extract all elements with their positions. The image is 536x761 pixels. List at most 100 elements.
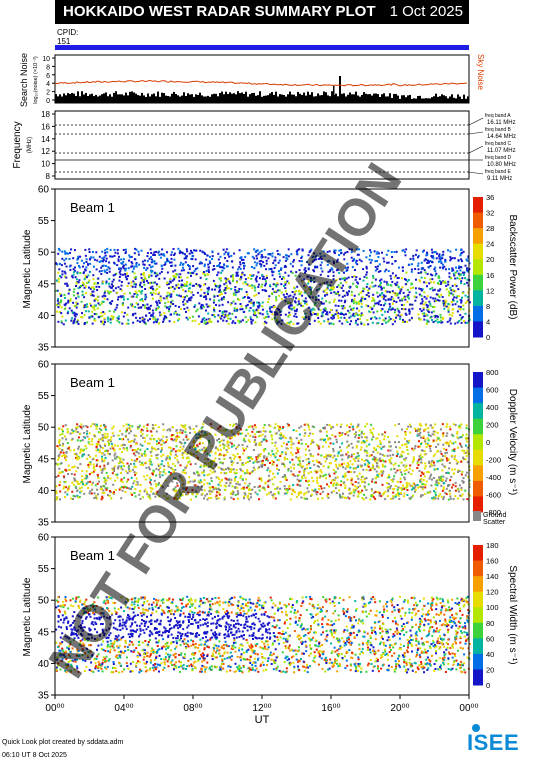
noise-bar	[467, 96, 469, 103]
colorbar-segment	[473, 403, 483, 420]
noise-bar	[237, 91, 239, 103]
noise-bar	[389, 93, 391, 103]
beam-label: Beam 1	[70, 200, 115, 215]
noise-bar	[395, 93, 397, 103]
noise-bar	[97, 96, 99, 103]
noise-bar	[447, 98, 449, 103]
colorbar-label: Spectral Width (m s⁻¹)	[507, 565, 518, 664]
noise-bar	[431, 97, 433, 103]
colorbar-segment	[473, 418, 483, 435]
frequency-band-name: freq band A	[485, 113, 511, 119]
colorbar-segment	[473, 387, 483, 404]
colorbar-tick-label: 100	[486, 603, 499, 612]
noise-bar	[193, 96, 195, 103]
colorbar-segment	[473, 434, 483, 451]
noise-bar	[305, 95, 307, 103]
colorbar-tick-label: 180	[486, 541, 499, 550]
noise-bar	[335, 93, 337, 103]
colorbar-segment	[473, 591, 483, 608]
colorbar-segment	[473, 449, 483, 466]
noise-bar	[411, 98, 413, 103]
lat-tick-label: 50	[38, 248, 50, 259]
frequency-band-value: 10.80 MHz	[487, 162, 516, 168]
noise-bar	[215, 93, 217, 103]
noise-bar	[101, 94, 103, 103]
noise-bar	[409, 94, 411, 103]
colorbar-tick-label: 160	[486, 557, 499, 566]
colorbar-segment	[473, 197, 483, 214]
noise-bar	[347, 94, 349, 103]
noise-bar	[61, 96, 63, 103]
panel-frame	[54, 363, 470, 523]
noise-bar	[137, 95, 139, 103]
lat-tick-label: 55	[38, 564, 50, 575]
noise-bar	[425, 98, 427, 103]
noise-bar	[143, 95, 145, 103]
noise-bar	[179, 96, 181, 103]
noise-bar	[207, 95, 209, 103]
noise-bar	[261, 96, 263, 103]
noise-bar	[111, 96, 113, 103]
noise-bar	[417, 96, 419, 103]
x-tick-label: 00⁰⁰	[45, 703, 64, 714]
noise-bar	[63, 93, 65, 103]
noise-bar	[147, 93, 149, 103]
noise-bar	[107, 96, 109, 103]
lat-tick-label: 45	[38, 627, 50, 638]
plot-title: HOKKAIDO WEST RADAR SUMMARY PLOT	[63, 3, 376, 20]
noise-bar	[263, 95, 265, 103]
noise-bar	[413, 98, 415, 103]
noise-bar	[57, 96, 59, 103]
noise-bar	[83, 94, 85, 103]
noise-bar	[397, 95, 399, 103]
noise-bar	[159, 96, 161, 103]
frequency-band-value: 16.11 MHz	[487, 120, 516, 126]
colorbar: 800 600 400 200 0 -200 -400 -600 -800 Doppler Vel…	[473, 368, 518, 526]
noise-bar	[433, 96, 435, 103]
noise-bar	[451, 94, 453, 103]
noise-bar	[181, 95, 183, 103]
noise-ylabel: Search Noise	[19, 53, 29, 107]
noise-bar	[251, 93, 253, 103]
noise-bar	[461, 98, 463, 103]
noise-bar	[173, 91, 175, 103]
lat-tick-label: 40	[38, 311, 50, 322]
noise-bar	[377, 94, 379, 103]
noise-bar	[441, 94, 443, 103]
noise-bar	[343, 93, 345, 103]
noise-bar	[387, 96, 389, 103]
noise-bar	[135, 93, 137, 103]
lat-tick-label: 40	[38, 486, 50, 497]
noise-bar	[133, 92, 135, 103]
colorbar-tick-label: 0	[486, 681, 490, 690]
ground-scatter-label: Scatter	[483, 519, 506, 526]
frequency-band-connector	[468, 131, 484, 135]
colorbar-tick-label: 800	[486, 368, 499, 377]
noise-bar	[259, 91, 261, 103]
frequency-band-connector	[468, 171, 484, 175]
noise-bar	[231, 93, 233, 103]
colorbar-tick-label: 20	[486, 255, 494, 264]
noise-bar	[81, 91, 83, 103]
panel-scatter	[55, 422, 471, 501]
noise-bar	[443, 95, 445, 103]
colorbar-segment	[473, 372, 483, 389]
noise-tick-label: 4	[46, 81, 50, 88]
footer-timestamp: 06:10 UT 8 Oct 2025	[2, 752, 67, 759]
beam-label: Beam 1	[70, 375, 115, 390]
x-tick-label: 04⁰⁰	[114, 703, 133, 714]
colorbar-segment	[473, 653, 483, 670]
noise-bar	[77, 91, 79, 103]
noise-bar	[71, 92, 73, 103]
noise-bar	[329, 96, 331, 103]
noise-bar	[415, 98, 417, 103]
noise-bar	[157, 91, 159, 103]
lat-tick-label: 45	[38, 454, 50, 465]
noise-bar	[119, 94, 121, 103]
colorbar-tick-label: 8	[486, 302, 490, 311]
noise-bar	[405, 97, 407, 103]
watermark: NOT FOR PUBLICATION	[38, 153, 413, 688]
noise-bar	[303, 92, 305, 103]
colorbar-tick-label: 16	[486, 271, 494, 280]
